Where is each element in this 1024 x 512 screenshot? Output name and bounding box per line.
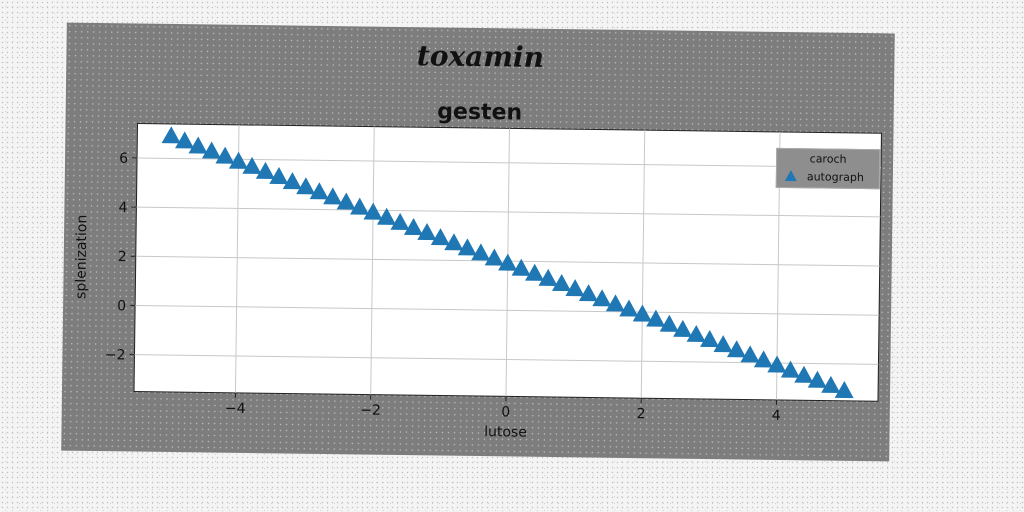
scatter-point <box>578 284 598 302</box>
y-gridline <box>136 206 881 218</box>
scatter-point <box>309 182 329 200</box>
scatter-point <box>834 380 854 399</box>
scatter-point <box>767 355 787 373</box>
legend-title: caroch <box>809 152 847 166</box>
scatter-point <box>471 243 491 261</box>
scatter-point <box>592 289 612 307</box>
y-gridline <box>137 157 882 169</box>
scatter-point <box>255 161 275 180</box>
scatter-point <box>794 365 814 383</box>
scatter-point <box>498 253 518 271</box>
legend-label: autograph <box>806 170 864 185</box>
y-gridline <box>135 304 880 316</box>
scatter-point <box>646 309 666 327</box>
x-gridline <box>370 126 375 395</box>
scatter-point <box>807 370 827 388</box>
x-gridline <box>234 124 240 393</box>
scatter-point <box>390 212 410 230</box>
scatter-point <box>417 223 437 241</box>
y-gridline <box>134 354 879 365</box>
scatter-point <box>430 228 450 246</box>
y-tick-label: 2 <box>118 249 127 265</box>
scatter-point <box>565 279 585 297</box>
x-tick-label: −4 <box>225 401 246 417</box>
scatter-point <box>282 172 302 190</box>
scatter-point <box>242 156 262 174</box>
x-tick-label: 2 <box>636 406 645 422</box>
scatter-point <box>713 335 733 353</box>
scatter-point <box>821 375 841 394</box>
legend-marker <box>784 170 797 182</box>
y-tick-label: 4 <box>118 200 127 216</box>
scatter-point <box>350 197 370 215</box>
scatter-point <box>363 202 383 220</box>
figure: toxamin gesten −4 −2 0 2 4 −2 0 2 4 6 lutose spleni… <box>61 22 895 462</box>
scatter-point <box>376 207 396 225</box>
scatter-point <box>175 131 195 149</box>
scatter-point <box>457 238 477 256</box>
scatter-point <box>659 314 679 332</box>
scatter-point <box>525 263 545 281</box>
scatter-point <box>726 340 746 358</box>
scatter-point <box>605 294 625 312</box>
scatter-point <box>444 233 464 251</box>
scatter-point <box>551 273 571 292</box>
legend-entry: autograph <box>784 170 864 185</box>
scatter-point <box>511 258 531 276</box>
x-tick-label: 4 <box>772 408 781 424</box>
scatter-point <box>538 268 558 287</box>
scatter-point <box>215 146 235 164</box>
x-gridline <box>640 130 646 399</box>
scatter-point <box>632 304 652 322</box>
scatter-point <box>161 126 181 144</box>
y-tick-label: 6 <box>119 151 128 167</box>
scatter-point <box>201 141 221 159</box>
scatter-point <box>700 330 720 348</box>
scatter-point <box>740 345 760 363</box>
scatter-point <box>403 217 423 236</box>
scatter-plot: −4 −2 0 2 4 −2 0 2 4 6 lutose splenization <box>73 123 882 441</box>
scatter-point <box>673 319 693 337</box>
scatter-point <box>336 192 356 210</box>
y-tick-label: −2 <box>105 347 126 363</box>
scatter-point <box>269 167 289 185</box>
y-tick-label: 0 <box>117 298 126 314</box>
y-axis-label: splenization <box>73 215 90 299</box>
legend: caroch autograph <box>775 147 881 190</box>
scatter-point <box>619 299 639 317</box>
scatter-point <box>780 360 800 378</box>
scatter-point <box>686 324 706 343</box>
x-axis-label: lutose <box>484 424 527 441</box>
scatter-point <box>323 187 343 205</box>
scatter-point <box>228 151 248 169</box>
scatter-point <box>484 248 504 266</box>
x-tick-label: 0 <box>501 404 510 420</box>
scatter-point <box>188 136 208 154</box>
scatter-point <box>296 177 316 195</box>
scatter-point <box>753 350 773 368</box>
x-tick-label: −2 <box>360 402 381 418</box>
